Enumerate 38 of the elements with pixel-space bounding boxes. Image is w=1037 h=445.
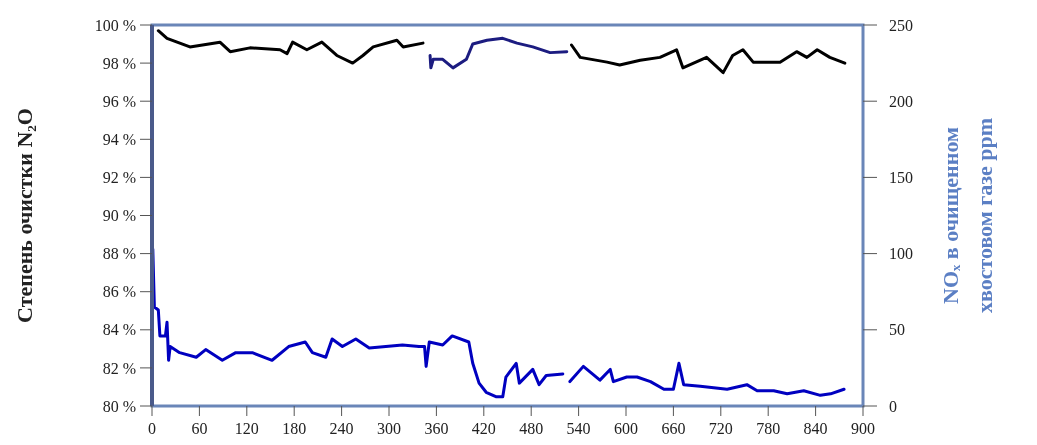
line-series <box>428 36 569 70</box>
y-tick-label: 82 % <box>102 359 136 377</box>
x-tick-label: 840 <box>803 420 828 437</box>
x-tick-label: 240 <box>329 420 354 437</box>
y2-tick-label: 200 <box>889 92 913 110</box>
x-tick-label: 480 <box>519 420 544 437</box>
x-tick-label: 180 <box>282 420 307 437</box>
y-tick-label: 80 % <box>102 397 136 415</box>
y-tick-label: 88 % <box>102 245 136 263</box>
y2-tick-label: 0 <box>889 397 897 415</box>
y-tick-label: 90 % <box>102 207 136 225</box>
y-tick-label: 86 % <box>102 283 136 301</box>
x-tick-label: 120 <box>234 420 259 437</box>
x-tick-label: 600 <box>614 420 638 437</box>
y2-tick-label: 100 <box>889 245 913 263</box>
line-series <box>569 43 847 75</box>
y2-tick-label: 150 <box>889 169 913 186</box>
x-tick-label: 900 <box>851 420 875 437</box>
y2-tick-label: 250 <box>889 16 913 34</box>
x-tick-label: 720 <box>708 420 733 437</box>
y-tick-label: 98 % <box>102 54 136 72</box>
y-tick-label: 84 % <box>102 321 136 339</box>
y-tick-label: 100 % <box>94 16 136 34</box>
x-tick-label: 420 <box>471 420 496 437</box>
x-tick-label: 60 <box>191 420 208 437</box>
x-tick-label: 540 <box>566 420 591 437</box>
y-tick-label: 96 % <box>102 92 136 110</box>
y2-tick-label: 50 <box>889 321 905 339</box>
y-tick-label: 94 % <box>102 130 136 148</box>
x-tick-label: 780 <box>756 420 781 437</box>
y-axis-title: Степень очистки N₂O <box>12 108 37 323</box>
x-tick-label: 300 <box>377 420 401 437</box>
y-tick-label: 92 % <box>102 169 136 186</box>
line-series <box>156 29 425 65</box>
x-tick-label: 360 <box>424 420 449 437</box>
y2-axis-title: NOₓ в очищенном хвостовом газе ppm <box>938 117 997 314</box>
x-tick-label: 660 <box>661 420 686 437</box>
x-tick-label: 0 <box>148 420 156 437</box>
